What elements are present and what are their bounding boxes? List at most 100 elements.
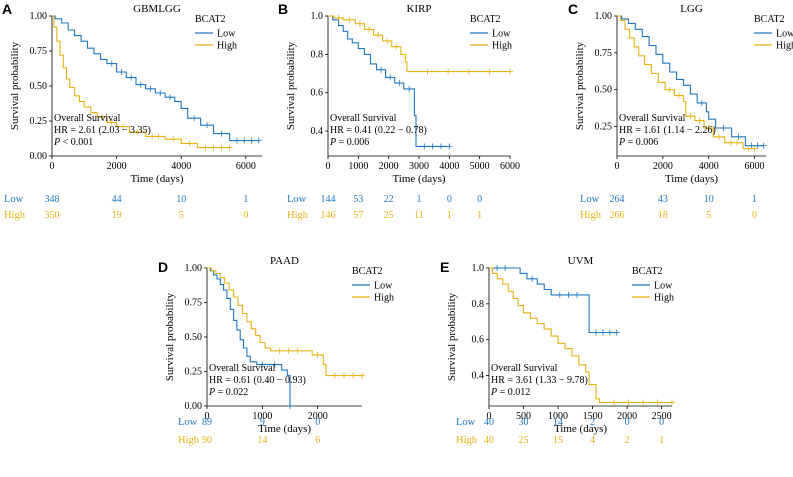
risk-row-label-high: High [580,210,602,221]
risk-count-low: 14 [553,417,563,428]
survival-curve-high [489,267,672,403]
risk-row-label-high: High [4,210,26,221]
risk-count-high: 40 [484,435,494,446]
p-symbol: P [618,137,625,148]
y-axis-label: Survival probability [285,41,297,130]
legend-title: BCAT2 [754,14,785,25]
risk-count-low: 22 [384,194,394,205]
risk-row-label-low: Low [4,194,24,205]
risk-count-high: 25 [384,210,394,221]
y-tick-label: 0.50 [185,332,203,343]
survival-curve-high [52,15,230,149]
annotation-title: Overall Survival [330,113,397,124]
risk-count-low: 1 [752,194,757,205]
x-tick-label: 2000 [379,161,399,172]
risk-count-low: 53 [353,194,363,205]
risk-count-high: 0 [752,210,757,221]
risk-count-high: 146 [321,210,336,221]
legend-label-low: Low [374,281,393,292]
p-value-text: = 0.006 [625,137,658,148]
y-tick-label: 0.8 [311,49,324,60]
legend-label-low: Low [654,281,673,292]
risk-count-low: 1 [243,194,248,205]
risk-count-low: 10 [704,194,714,205]
legend-label-low: Low [776,29,793,40]
risk-count-low: 10 [176,194,186,205]
annotation-hr: HR = 1.61 (1.14 − 2.26) [619,125,716,136]
x-tick-label: 2000 [107,161,127,172]
risk-count-low: 30 [519,417,529,428]
x-axis-label: Time (days) [554,423,607,435]
risk-count-low: 9 [260,417,265,428]
p-symbol: P [53,137,60,148]
annotation-p-value: P = 0.006 [618,137,658,148]
x-tick-label: 6000 [500,161,520,172]
p-value-text: = 0.012 [497,387,530,398]
annotation-p-value: P < 0.001 [53,137,93,148]
risk-count-low: 348 [45,194,60,205]
y-tick-label: 1.00 [30,11,48,22]
risk-count-low: 264 [610,194,625,205]
risk-count-high: 18 [658,210,668,221]
risk-count-high: 1 [447,210,452,221]
p-symbol: P [329,137,336,148]
x-tick-label: 1000 [348,161,368,172]
y-tick-label: 0.75 [185,298,203,309]
survival-curve-high [207,267,362,377]
annotation-p-value: P = 0.022 [208,387,248,398]
p-symbol: P [490,387,497,398]
y-tick-label: 0.25 [595,122,613,133]
x-tick-label: 4000 [699,161,719,172]
panel-letter: C [568,1,578,17]
x-tick-label: 2000 [308,411,328,422]
risk-row-label-high: High [178,435,200,446]
chart-title: UVM [568,255,594,267]
risk-count-high: 57 [353,210,363,221]
legend-title: BCAT2 [470,14,501,25]
legend-title: BCAT2 [632,266,663,277]
x-tick-label: 1000 [548,411,568,422]
risk-count-high: 5 [706,210,711,221]
legend-label-high: High [374,293,394,304]
survival-curve-low [617,15,764,147]
p-value-text: < 0.001 [60,137,93,148]
x-tick-label: 3000 [409,161,429,172]
risk-count-high: 1 [477,210,482,221]
legend-label-high: High [217,41,237,52]
panel-letter: B [278,1,288,17]
x-tick-label: 500 [516,411,531,422]
risk-count-low: 43 [658,194,668,205]
x-tick-label: 0 [326,161,331,172]
y-tick-label: 0.4 [311,126,324,137]
y-axis-label: Survival probability [574,41,586,130]
x-tick-label: 5000 [470,161,490,172]
x-tick-label: 0 [615,161,620,172]
x-tick-label: 1500 [583,411,603,422]
p-symbol: P [208,387,215,398]
legend-label-low: Low [492,29,511,40]
risk-count-low: 2 [590,417,595,428]
survival-curve-low [52,15,259,142]
risk-row-label-low: Low [287,194,307,205]
risk-count-high: 5 [179,210,184,221]
y-tick-label: 0.00 [185,401,203,412]
x-tick-label: 0 [205,411,210,422]
risk-count-high: 1 [659,435,664,446]
risk-row-label-low: Low [456,417,476,428]
y-tick-label: 0.6 [311,88,324,99]
annotation-p-value: P = 0.006 [329,137,369,148]
risk-count-high: 11 [414,210,424,221]
risk-count-low: 0 [447,194,452,205]
x-axis-label: Time (days) [258,423,311,435]
risk-count-low: 1 [417,194,422,205]
x-tick-label: 4000 [171,161,191,172]
risk-count-high: 0 [243,210,248,221]
annotation-hr: HR = 0.41 (0.22 − 0.78) [330,125,427,136]
risk-count-high: 14 [257,435,267,446]
risk-row-label-low: Low [580,194,600,205]
y-tick-label: 0.6 [472,335,485,346]
risk-row-label-high: High [287,210,309,221]
